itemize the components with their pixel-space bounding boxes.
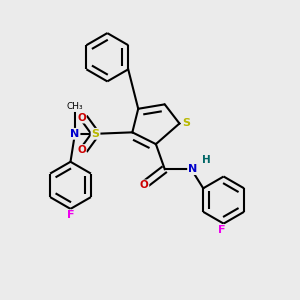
Text: N: N [188,164,197,174]
Text: S: S [182,118,190,128]
Text: S: S [92,129,100,139]
Text: N: N [70,129,80,139]
Text: CH₃: CH₃ [67,102,83,111]
Text: F: F [218,225,226,235]
Text: F: F [67,210,74,220]
Text: H: H [202,155,211,165]
Text: O: O [77,112,86,123]
Text: O: O [140,180,148,190]
Text: O: O [77,145,86,155]
